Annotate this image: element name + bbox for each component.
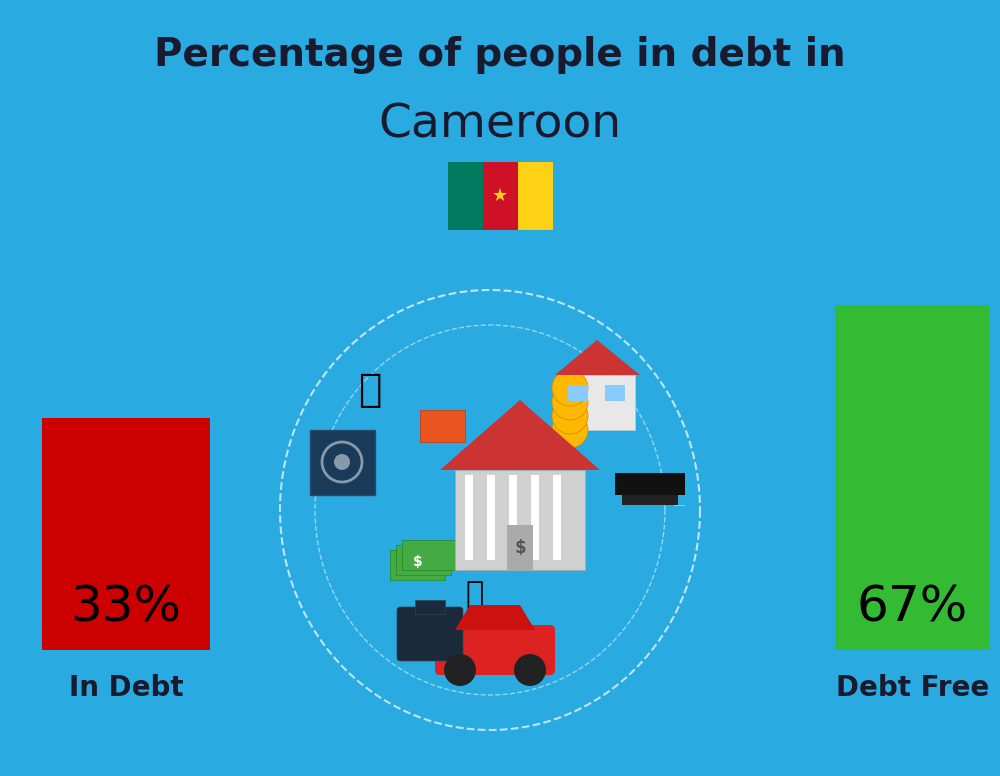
Polygon shape xyxy=(440,400,600,470)
Text: ★: ★ xyxy=(492,187,508,205)
Bar xyxy=(507,525,533,570)
Bar xyxy=(518,162,552,230)
Text: In Debt: In Debt xyxy=(69,674,183,702)
Circle shape xyxy=(334,454,350,470)
Polygon shape xyxy=(555,340,640,375)
Circle shape xyxy=(552,370,588,406)
Bar xyxy=(455,470,585,570)
Bar xyxy=(622,490,678,505)
Bar xyxy=(560,375,635,430)
Bar xyxy=(509,475,517,560)
Text: Percentage of people in debt in: Percentage of people in debt in xyxy=(154,36,846,74)
Bar xyxy=(605,385,625,401)
Bar xyxy=(42,418,210,650)
Text: $: $ xyxy=(514,539,526,557)
Polygon shape xyxy=(455,605,535,630)
Text: $: $ xyxy=(413,555,423,569)
Bar xyxy=(568,385,588,401)
Text: 67%: 67% xyxy=(857,584,968,632)
Circle shape xyxy=(552,398,588,434)
Bar xyxy=(553,475,561,560)
Bar xyxy=(448,162,482,230)
Bar xyxy=(531,475,539,560)
Bar xyxy=(415,600,445,614)
Text: ―: ― xyxy=(674,500,686,510)
Bar xyxy=(390,550,445,580)
Text: 33%: 33% xyxy=(70,584,182,632)
Bar xyxy=(482,162,518,230)
Circle shape xyxy=(552,412,588,448)
Bar xyxy=(615,473,685,495)
Bar xyxy=(465,475,473,560)
Circle shape xyxy=(552,384,588,420)
Text: Debt Free: Debt Free xyxy=(836,674,989,702)
Bar xyxy=(420,410,465,442)
Text: 🐷: 🐷 xyxy=(466,580,484,609)
Bar xyxy=(310,430,375,495)
Bar xyxy=(487,475,495,560)
Bar xyxy=(402,540,457,570)
Circle shape xyxy=(444,654,476,686)
FancyBboxPatch shape xyxy=(435,625,555,675)
Bar xyxy=(835,305,990,650)
Bar xyxy=(396,545,451,575)
FancyBboxPatch shape xyxy=(397,607,463,661)
Circle shape xyxy=(514,654,546,686)
Text: Cameroon: Cameroon xyxy=(378,102,622,147)
Text: 🦅: 🦅 xyxy=(358,371,382,409)
